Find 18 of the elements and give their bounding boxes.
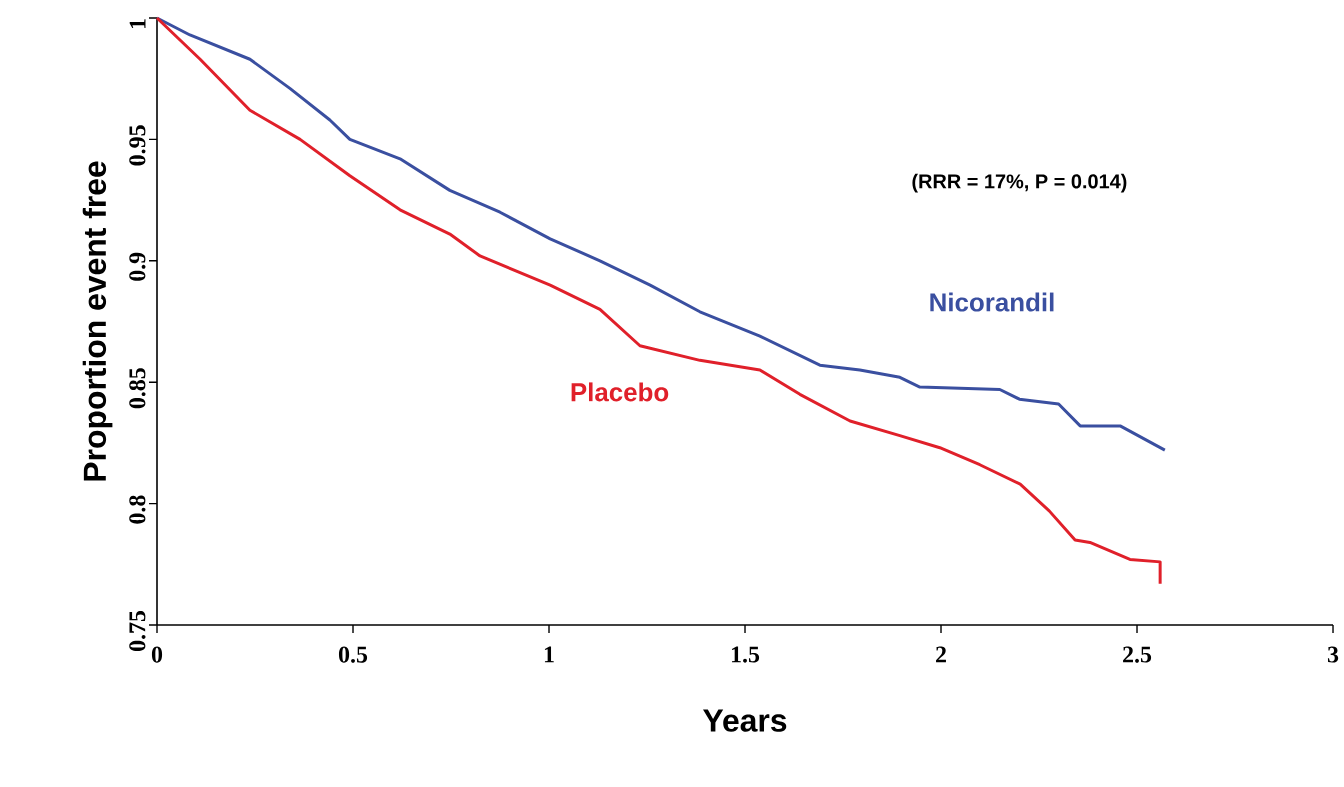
y-tick-label: 0.75 — [129, 610, 146, 652]
x-tick-label: 1 — [544, 646, 554, 663]
y-tick-label: 0.8 — [129, 495, 146, 524]
annotation: (RRR = 17%, P = 0.014) — [912, 173, 1127, 193]
x-tick-label: 0 — [151, 646, 163, 663]
x-tick-label: 3 — [1327, 646, 1339, 663]
y-tick-label: 1 — [129, 19, 146, 29]
series-label: Placebo — [571, 382, 669, 402]
x-tick-label: 2 — [936, 646, 946, 663]
y-tick-label: 0.95 — [129, 125, 146, 166]
x-tick-label: 1.5 — [731, 646, 760, 663]
y-axis-title: Proportion event free — [82, 161, 113, 481]
text: Nicorandil — [930, 292, 1054, 312]
y-tick-label: 0.85 — [129, 368, 146, 409]
x-tick-label: 2.5 — [1123, 646, 1152, 663]
y-tick-label: 0.9 — [129, 252, 146, 281]
x-axis-title: Years — [703, 709, 787, 732]
x-tick-label: 0.5 — [338, 646, 368, 663]
